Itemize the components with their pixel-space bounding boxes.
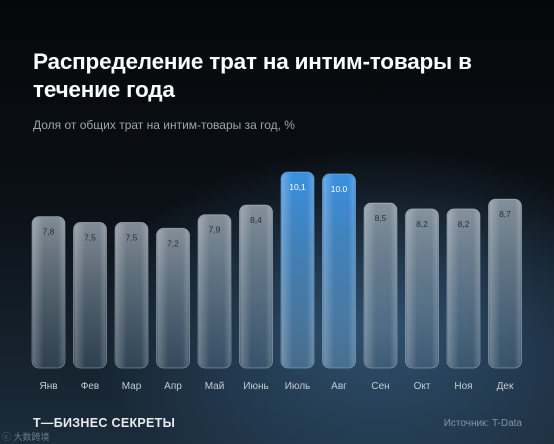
- bar-shine-Апр: [157, 229, 189, 367]
- x-tick-label-Янв: Янв: [39, 381, 57, 392]
- data-label-Июнь: 8,4: [250, 215, 262, 225]
- data-label-Мар: 7,5: [126, 232, 138, 242]
- data-label-Дек: 8,7: [499, 209, 511, 219]
- x-tick-label-Мар: Мар: [122, 381, 142, 392]
- bar-shine-Авг: [323, 174, 355, 367]
- bar-shine-Июль: [282, 173, 313, 367]
- data-label-Ноя: 8,2: [458, 219, 470, 229]
- bar-shine-Май: [199, 215, 230, 367]
- x-tick-label-Фев: Фев: [81, 381, 99, 392]
- watermark-text: ⓒ 大数跨境: [2, 432, 50, 442]
- x-tick-label-Дек: Дек: [497, 381, 514, 392]
- bar-shine-Фев: [74, 223, 106, 367]
- bar-shine-Июнь: [240, 205, 272, 367]
- bar-shine-Окт: [406, 209, 438, 367]
- x-tick-label-Окт: Окт: [414, 381, 431, 392]
- data-label-Май: 7,9: [209, 225, 221, 235]
- bar-shine-Мар: [116, 223, 147, 367]
- data-label-Янв: 7,8: [43, 227, 55, 237]
- x-tick-label-Сен: Сен: [371, 381, 389, 392]
- bar-shine-Дек: [489, 200, 521, 367]
- bar-shine-Янв: [33, 217, 64, 367]
- brand-logo-text: Т—БИЗНЕС СЕКРЕТЫ: [33, 416, 176, 430]
- x-tick-label-Авг: Авг: [331, 381, 347, 392]
- data-label-Авг: 10.0: [331, 184, 348, 194]
- x-tick-label-Ноя: Ноя: [454, 381, 472, 392]
- x-tick-label-Апр: Апр: [164, 381, 182, 392]
- x-tick-label-Июнь: Июнь: [243, 381, 268, 392]
- source-note: Источник: T-Data: [443, 418, 522, 429]
- bar-shine-Ноя: [448, 209, 479, 367]
- data-label-Июль: 10,1: [289, 182, 306, 192]
- x-tick-label-Июль: Июль: [285, 381, 311, 392]
- data-label-Окт: 8,2: [416, 219, 428, 229]
- chart-subtitle: Доля от общих трат на интим-товары за го…: [33, 118, 295, 132]
- chart-title: Распределение трат на интим-товары в теч…: [33, 49, 472, 102]
- x-tick-label-Май: Май: [205, 381, 225, 392]
- data-label-Апр: 7,2: [167, 238, 179, 248]
- data-label-Фев: 7,5: [84, 232, 96, 242]
- data-label-Сен: 8,5: [375, 213, 387, 223]
- bar-shine-Сен: [365, 204, 396, 367]
